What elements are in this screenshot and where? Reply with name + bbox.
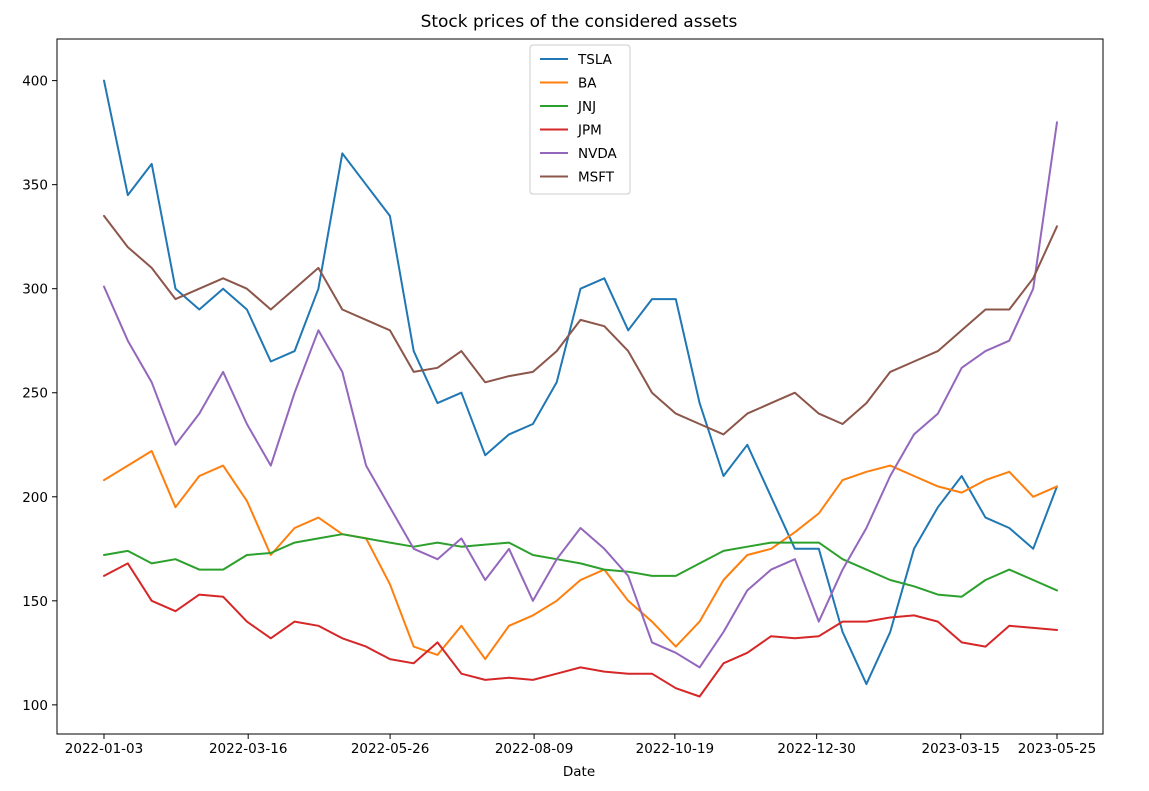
x-tick-label: 2023-03-15 bbox=[922, 741, 1000, 757]
legend-label: JNJ bbox=[577, 99, 596, 115]
series-line-nvda bbox=[103, 121, 1058, 669]
plot-frame bbox=[56, 38, 1104, 735]
y-tick-label: 150 bbox=[22, 594, 48, 610]
legend-item-nvda: NVDA bbox=[540, 146, 617, 162]
x-axis: 2022-01-03 2022-03-16 2022-05-26 2022-08-09… bbox=[65, 734, 1096, 757]
x-axis-label: Date bbox=[563, 764, 595, 780]
series-line-msft bbox=[103, 214, 1058, 436]
x-tick-label: 2022-01-03 bbox=[65, 741, 143, 757]
plot-area bbox=[56, 38, 1104, 735]
y-tick-label: 100 bbox=[22, 698, 48, 714]
legend-item-msft: MSFT bbox=[540, 170, 615, 186]
x-tick-label: 2023-05-25 bbox=[1018, 741, 1096, 757]
series-line-jpm bbox=[103, 562, 1058, 698]
x-tick-label: 2022-10-19 bbox=[636, 741, 714, 757]
series-group bbox=[103, 79, 1058, 698]
legend-label: JPM bbox=[577, 123, 602, 139]
x-tick-label: 2022-08-09 bbox=[495, 741, 573, 757]
y-tick-label: 400 bbox=[22, 74, 48, 90]
y-tick-label: 350 bbox=[22, 178, 48, 194]
x-tick-label: 2022-12-30 bbox=[777, 741, 855, 757]
series-line-jnj bbox=[103, 533, 1058, 598]
x-tick-label: 2022-05-26 bbox=[351, 741, 429, 757]
legend-label: MSFT bbox=[578, 170, 615, 186]
legend-item-jnj: JNJ bbox=[540, 99, 596, 115]
series-line-tsla bbox=[103, 79, 1058, 686]
legend-label: NVDA bbox=[578, 146, 617, 162]
y-axis: 100 150 200 250 300 350 400 bbox=[22, 74, 57, 714]
legend-item-jpm: JPM bbox=[540, 123, 602, 139]
legend-label: TSLA bbox=[577, 52, 613, 68]
series-line-ba bbox=[103, 450, 1058, 661]
legend-label: BA bbox=[578, 76, 597, 92]
x-tick-label: 2022-03-16 bbox=[209, 741, 287, 757]
y-tick-label: 200 bbox=[22, 490, 48, 506]
legend-item-ba: BA bbox=[540, 76, 597, 92]
y-tick-label: 300 bbox=[22, 282, 48, 298]
y-tick-label: 250 bbox=[22, 386, 48, 402]
legend-item-tsla: TSLA bbox=[540, 52, 613, 68]
legend: TSLA BA JNJ JPM NVDA MSFT bbox=[529, 44, 631, 195]
chart-title: Stock prices of the considered assets bbox=[421, 12, 738, 32]
